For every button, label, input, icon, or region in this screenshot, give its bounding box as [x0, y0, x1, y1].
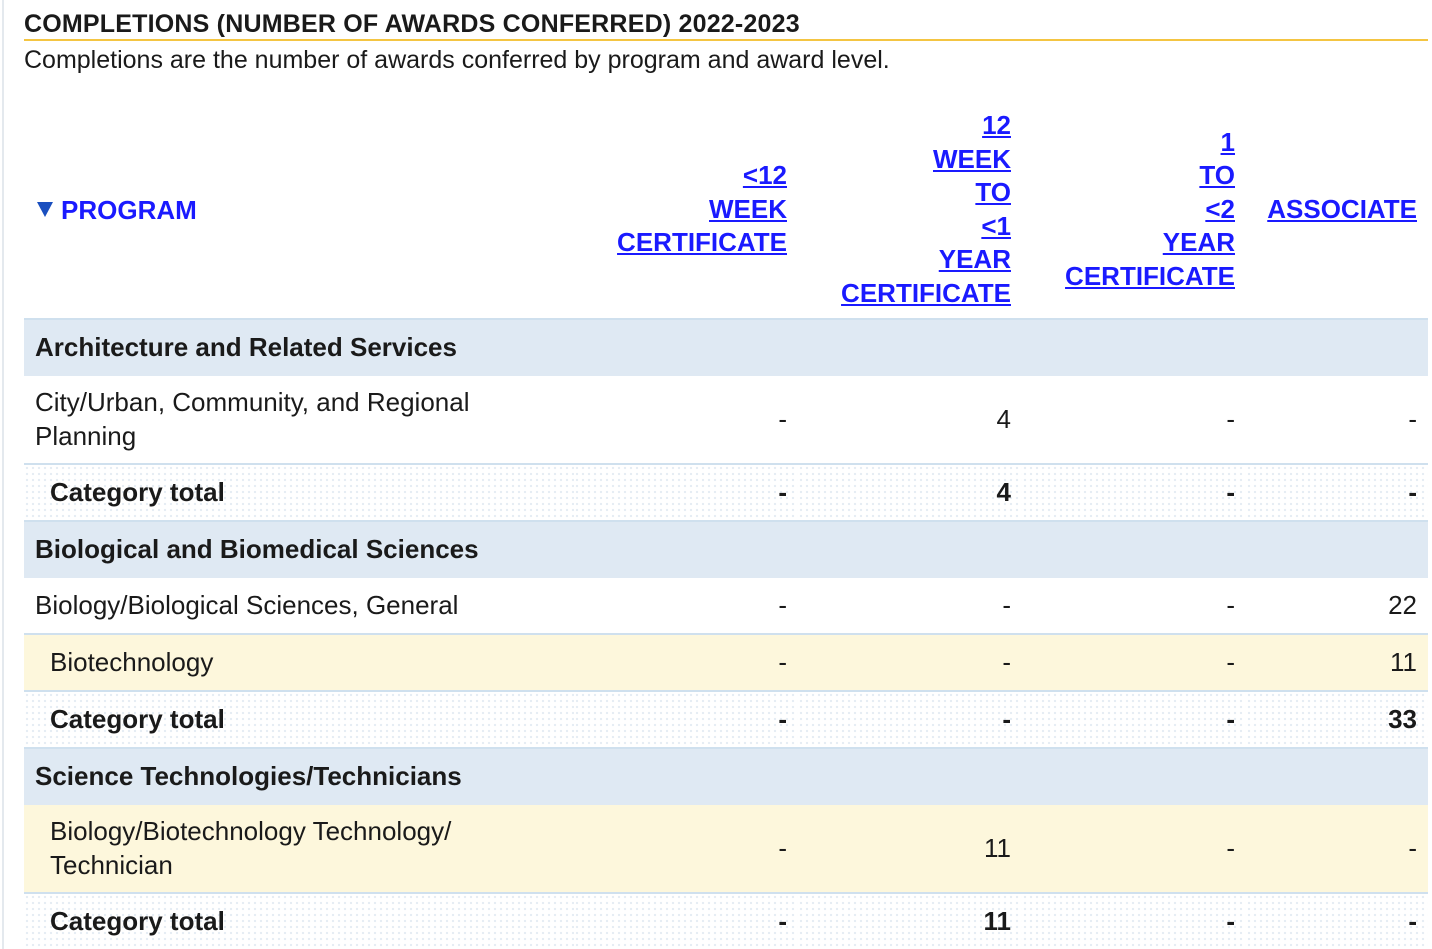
category-name: Architecture and Related Services [24, 319, 1428, 376]
header-word: CERTIFICATE [1065, 260, 1235, 291]
lt12week-total: - [574, 893, 798, 949]
category-total-row: Category total - 11 - - [24, 893, 1428, 949]
lt12week-column-header: <12 WEEK CERTIFICATE [574, 101, 798, 320]
header-word: <1 [981, 210, 1011, 241]
associate-value: - [1246, 375, 1428, 465]
category-row: Architecture and Related Services [24, 319, 1428, 376]
program-name: Biology/Biotechnology Technology/Technic… [24, 804, 574, 894]
section-description: Completions are the number of awards con… [24, 46, 890, 74]
12week-to-1year-total: 4 [798, 464, 1022, 522]
associate-column-header: ASSOCIATE [1246, 101, 1428, 320]
12week-to-1year-value: 4 [798, 375, 1022, 465]
1-to-2year-total: - [1022, 464, 1246, 522]
sort-by-associate-link[interactable]: ASSOCIATE [1267, 193, 1417, 224]
program-column-header: PROGRAM [24, 101, 574, 320]
sort-by-12week-to-1year-link[interactable]: 12 WEEK TO <1 YEAR CERTIFICATE [809, 109, 1011, 310]
header-word: YEAR [938, 244, 1011, 274]
table-row: Biology/Biotechnology Technology/Technic… [24, 804, 1428, 894]
category-total-label: Category total [24, 691, 574, 749]
category-total-row: Category total - - - 33 [24, 691, 1428, 749]
12week-to-1year-total: 11 [798, 893, 1022, 949]
lt12week-value: - [574, 375, 798, 465]
table-header: PROGRAM <12 WEEK CERTIFICATE 12 WEEK TO [24, 101, 1428, 320]
1-to-2year-column-header: 1 TO <2 YEAR CERTIFICATE [1022, 101, 1246, 320]
program-name: Biotechnology [24, 634, 574, 692]
lt12week-value: - [574, 577, 798, 635]
program-name: City/Urban, Community, and Regional Plann… [24, 375, 574, 465]
program-name: Biology/Biological Sciences, General [24, 577, 574, 635]
header-word: <12 [742, 160, 787, 191]
category-name: Biological and Biomedical Sciences [24, 521, 1428, 578]
associate-total: - [1246, 893, 1428, 949]
table-row: Biotechnology - - - 11 [24, 634, 1428, 692]
table-row: City/Urban, Community, and Regional Plann… [24, 375, 1428, 465]
table-body: Architecture and Related Services City/U… [24, 319, 1428, 949]
program-name-line: Technician [50, 849, 173, 880]
header-word: WEEK [933, 143, 1011, 174]
completions-section: COMPLETIONS (NUMBER OF AWARDS CONFERRED)… [24, 0, 1428, 949]
section-title: COMPLETIONS (NUMBER OF AWARDS CONFERRED)… [24, 0, 1428, 41]
header-word: TO [1199, 160, 1235, 191]
12week-to-1year-value: - [798, 577, 1022, 635]
header-word: TO [975, 177, 1011, 207]
header-word: 12 [982, 110, 1011, 140]
12week-to-1year-value: - [798, 634, 1022, 692]
program-name-line: City/Urban, Community, and Regional [35, 387, 470, 417]
1-to-2year-value: - [1022, 375, 1246, 465]
category-total-label: Category total [24, 893, 574, 949]
header-word: YEAR [1162, 227, 1235, 258]
associate-total: - [1246, 464, 1428, 522]
sort-by-1-to-2year-link[interactable]: 1 TO <2 YEAR CERTIFICATE [1033, 126, 1235, 294]
category-row: Biological and Biomedical Sciences [24, 521, 1428, 578]
category-row: Science Technologies/Technicians [24, 748, 1428, 805]
completions-table: PROGRAM <12 WEEK CERTIFICATE 12 WEEK TO [24, 101, 1428, 949]
associate-value: - [1246, 804, 1428, 894]
header-word: WEEK [709, 193, 787, 224]
1-to-2year-total: - [1022, 691, 1246, 749]
header-word: <2 [1205, 193, 1235, 224]
left-border [2, 0, 4, 949]
table-row: Biology/Biological Sciences, General - -… [24, 577, 1428, 635]
program-name-line: Planning [35, 420, 137, 451]
1-to-2year-value: - [1022, 804, 1246, 894]
associate-value: 22 [1246, 577, 1428, 635]
12week-to-1year-value: 11 [798, 804, 1022, 894]
associate-value: 11 [1246, 634, 1428, 692]
triangle-down-icon [37, 201, 53, 217]
sort-by-program-link[interactable]: PROGRAM [37, 194, 197, 228]
lt12week-total: - [574, 464, 798, 522]
program-name-line: Biology/Biotechnology Technology/ [50, 816, 452, 846]
category-total-row: Category total - 4 - - [24, 464, 1428, 522]
category-total-label: Category total [24, 464, 574, 522]
1-to-2year-value: - [1022, 577, 1246, 635]
header-word: CERTIFICATE [841, 277, 1011, 308]
header-word: CERTIFICATE [617, 227, 787, 258]
lt12week-value: - [574, 804, 798, 894]
12week-to-1year-column-header: 12 WEEK TO <1 YEAR CERTIFICATE [798, 101, 1022, 320]
lt12week-total: - [574, 691, 798, 749]
1-to-2year-total: - [1022, 893, 1246, 949]
1-to-2year-value: - [1022, 634, 1246, 692]
program-header-label: PROGRAM [61, 194, 197, 225]
category-name: Science Technologies/Technicians [24, 748, 1428, 805]
lt12week-value: - [574, 634, 798, 692]
12week-to-1year-total: - [798, 691, 1022, 749]
associate-total: 33 [1246, 691, 1428, 749]
header-row: PROGRAM <12 WEEK CERTIFICATE 12 WEEK TO [24, 101, 1428, 320]
sort-by-lt12week-link[interactable]: <12 WEEK CERTIFICATE [585, 159, 787, 260]
header-word: 1 [1220, 126, 1235, 157]
